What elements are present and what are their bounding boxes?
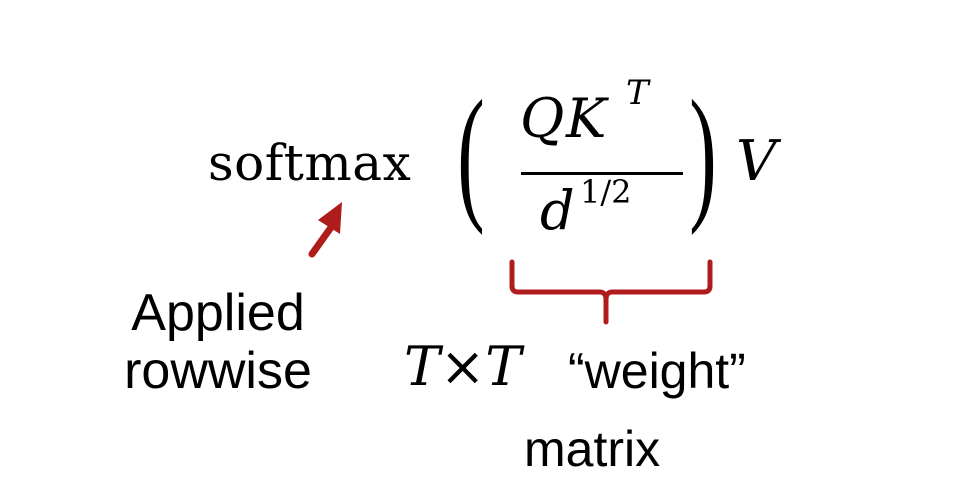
applied-rowwise-line2: rowwise [124, 342, 312, 400]
denominator-d: d [540, 179, 575, 242]
numerator-q: Q [520, 87, 565, 150]
numerator-k: K [566, 87, 607, 150]
left-parenthesis: ( [457, 70, 485, 236]
denominator-exponent: 1/2 [580, 173, 632, 211]
applied-rowwise-line1: Applied [131, 284, 305, 342]
numerator-transpose-superscript: T [626, 73, 649, 113]
value-matrix-v: V [736, 129, 777, 194]
fraction-bar [521, 172, 683, 175]
weight-quoted-label: “weight” [568, 343, 746, 399]
t-by-t-math-label: T×T [404, 335, 522, 398]
curly-brace-icon [509, 259, 713, 325]
matrix-label: matrix [524, 421, 661, 477]
right-parenthesis: ) [689, 70, 717, 236]
softmax-function-name: softmax [208, 134, 412, 192]
applied-rowwise-label: Applied rowwise [104, 284, 332, 400]
arrow-icon [308, 202, 342, 258]
